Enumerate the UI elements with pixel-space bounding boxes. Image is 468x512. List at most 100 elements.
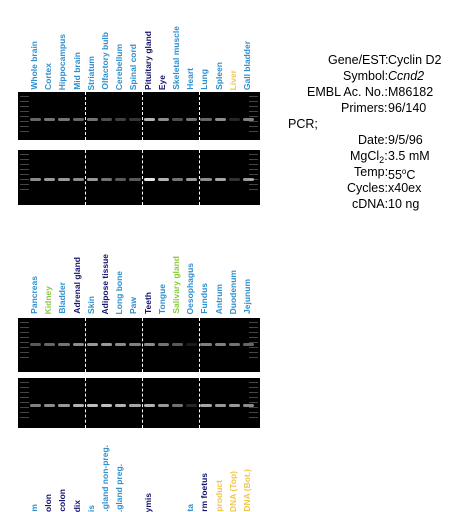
panel-1-lane-label-9: Pituitary gland — [142, 30, 153, 90]
lane-group-divider — [85, 150, 87, 205]
gel-1a-band-13 — [200, 118, 212, 121]
info-key: Cycles: — [347, 181, 388, 195]
panel-3-lane-label-4: dix — [71, 499, 82, 512]
gel-image-2a — [18, 318, 260, 372]
panel-2-lane-label-3: Bladder — [57, 282, 68, 314]
info-key: cDNA: — [352, 197, 389, 211]
info-value: x40ex — [388, 181, 422, 195]
panel-2-lane-label-15: Duodenum — [227, 269, 238, 314]
panel-1-lane-label-1: Whole brain — [29, 41, 39, 90]
panel-1-lane-label-2: Cortex — [43, 63, 54, 90]
gel-1a-band-10 — [157, 118, 169, 121]
panel-3-lane-label-5: is — [85, 504, 96, 512]
panel-3-lane-label-3: colon — [57, 489, 68, 512]
gel-1b-band-9 — [143, 178, 155, 181]
gel-1b-band-13 — [200, 178, 212, 181]
gel-2b-band-15 — [228, 404, 240, 407]
panel-2-lane-label-4: Adrenal gland — [71, 257, 82, 314]
lane-group-divider — [198, 318, 200, 372]
info-value: 3.5 mM — [388, 149, 430, 163]
gel-2b-band-1 — [30, 404, 42, 407]
panel-3-lane-label-1: m — [29, 504, 39, 512]
gel-1a-band-14 — [214, 118, 226, 121]
panel-3-lane-label-13: rm foetus — [199, 473, 210, 512]
gel-1b-band-16 — [243, 178, 255, 181]
size-ladder — [20, 154, 29, 205]
info-value: 55oC — [388, 167, 416, 182]
gel-2b-band-5 — [86, 404, 98, 407]
panel-1-lane-label-10: Eye — [156, 74, 167, 90]
gel-2b-band-10 — [157, 404, 169, 407]
gel-1a-band-4 — [72, 118, 84, 121]
gel-2a-band-12 — [186, 343, 198, 346]
lane-group-divider — [142, 378, 144, 428]
lane-group-divider — [198, 92, 200, 140]
gel-2a-band-5 — [86, 343, 98, 346]
panel-1-lane-label-3: Hippocampus — [57, 33, 68, 90]
info-key: Temp: — [354, 165, 389, 179]
lane-group-divider — [198, 150, 200, 205]
panel-2-lane-label-14: Antrum — [213, 283, 224, 314]
gel-2a-band-10 — [157, 343, 169, 346]
panel-1-lane-label-11: Skeletal muscle — [171, 26, 181, 90]
panel-2-lane-label-11: Salivary gland — [171, 256, 181, 314]
gel-2b-band-2 — [44, 404, 56, 407]
gel-1a-band-1 — [30, 118, 42, 121]
info-key: Date: — [358, 133, 388, 147]
lane-labels-3: m olon colon dix is .gland non-preg. .gland pr… — [18, 445, 268, 512]
info-key: MgCl2: — [350, 149, 388, 165]
panel-2-lane-label-9: Teeth — [142, 291, 153, 314]
panel-1-lane-label-15: Liver — [227, 69, 238, 90]
panel-1-lane-label-14: Spleen — [213, 62, 224, 90]
gel-2a-band-11 — [172, 343, 184, 346]
info-key: PCR; — [288, 117, 318, 131]
gel-2b-band-8 — [129, 404, 141, 407]
panel-1-lane-label-6: Olfactory bulb — [100, 32, 110, 90]
gel-2a-band-16 — [243, 343, 255, 346]
gel-2a-band-14 — [214, 343, 226, 346]
size-ladder — [20, 382, 29, 428]
size-ladder — [20, 96, 29, 140]
lane-labels-2: Pancreas Kidney Bladder Adrenal gland Skin Ad… — [18, 230, 268, 314]
info-value: 10 ng — [388, 197, 420, 211]
panel-2-lane-label-7: Long bone — [114, 270, 125, 314]
panel-1-lane-label-5: Striatum — [85, 55, 96, 90]
size-ladder — [20, 322, 29, 372]
gel-1b-band-4 — [72, 178, 84, 181]
gel-1b-band-6 — [101, 178, 113, 181]
panel-2-lane-label-6: Adipose tissue — [100, 253, 110, 314]
gel-image-1a — [18, 92, 260, 140]
info-key: Gene/EST: — [328, 53, 389, 67]
info-value: Cyclin D2 — [388, 53, 442, 67]
gel-2a-band-9 — [143, 343, 155, 346]
gel-1b-band-12 — [186, 178, 198, 181]
gel-1b-band-8 — [129, 178, 141, 181]
gel-1a-band-7 — [115, 118, 127, 121]
gel-1a-band-2 — [44, 118, 56, 121]
gel-image-1b — [18, 150, 260, 205]
size-ladder — [249, 382, 258, 428]
gel-1b-band-15 — [228, 178, 240, 181]
panel-3: m olon colon dix is .gland non-preg. .gland pr… — [18, 445, 268, 512]
lane-group-divider — [85, 318, 87, 372]
panel-2: Pancreas Kidney Bladder Adrenal gland Skin Ad… — [18, 230, 268, 440]
panel-2-lane-label-10: Tongue — [156, 283, 167, 314]
gel-2b-band-14 — [214, 404, 226, 407]
gel-2b-band-16 — [243, 404, 255, 407]
info-value: 96/140 — [388, 101, 427, 115]
gel-2a-band-4 — [72, 343, 84, 346]
panel-3-lane-label-6: .gland non-preg. — [100, 445, 110, 512]
gel-2b-band-13 — [200, 404, 212, 407]
gel-1a-band-9 — [143, 118, 155, 121]
gel-1a-band-11 — [172, 118, 184, 121]
gel-2a-band-13 — [200, 343, 212, 346]
gel-1b-band-2 — [44, 178, 56, 181]
gel-2b-band-4 — [72, 404, 84, 407]
lane-group-divider — [142, 92, 144, 140]
panel-3-lane-label-12: ta — [185, 504, 196, 512]
gel-2b-band-11 — [172, 404, 184, 407]
panel-1-lane-label-13: Lung — [199, 69, 210, 90]
gel-1b-band-14 — [214, 178, 226, 181]
gel-1a-band-5 — [86, 118, 98, 121]
gel-2a-band-3 — [58, 343, 70, 346]
